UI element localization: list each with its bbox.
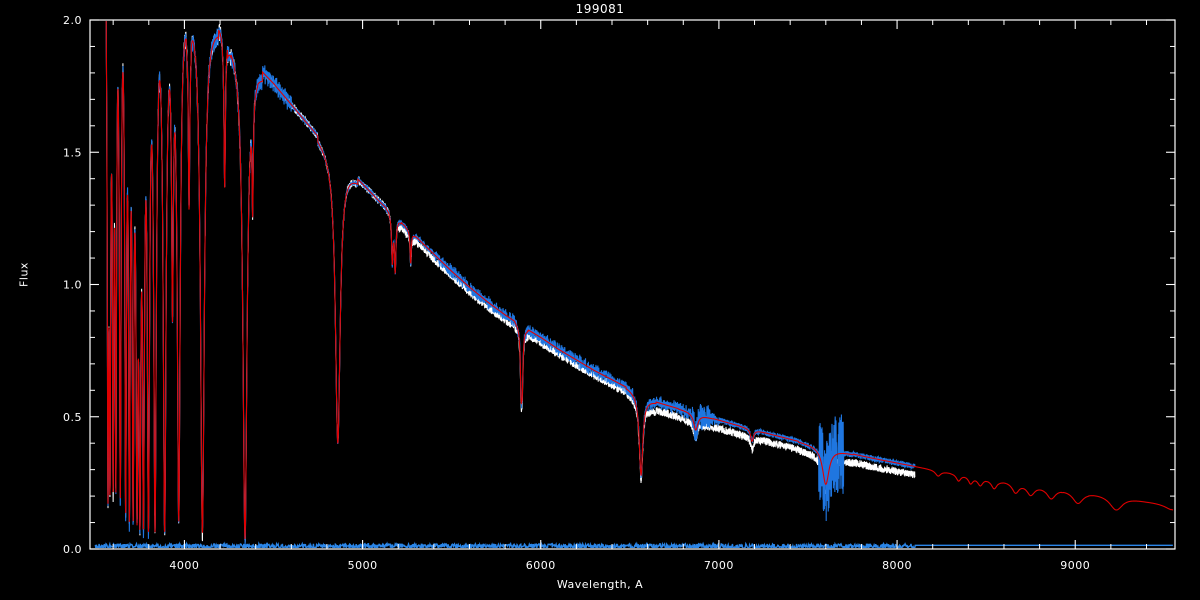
plot-frame <box>89 19 1176 550</box>
y-tick-label: 2.0 <box>63 14 82 27</box>
x-axis-label: Wavelength, A <box>556 578 644 591</box>
y-axis-label: Flux <box>17 262 31 287</box>
y-tick-label: 1.5 <box>63 146 82 159</box>
series-model-blue <box>105 21 916 546</box>
data-series-layer <box>94 21 1174 548</box>
x-tick-label: 4000 <box>169 559 199 572</box>
x-tick-label: 9000 <box>1060 559 1090 572</box>
axis-ticks <box>90 19 1175 550</box>
y-tick-label: 0.5 <box>63 411 82 424</box>
x-tick-label: 8000 <box>882 559 912 572</box>
x-tick-label: 6000 <box>526 559 556 572</box>
page-title: 199081 <box>575 2 625 16</box>
y-tick-label: 0.0 <box>63 543 82 556</box>
x-tick-label: 7000 <box>704 559 734 572</box>
x-tick-label: 5000 <box>348 559 378 572</box>
series-model-red <box>105 21 1174 540</box>
axis-tick-labels: 4000 5000 6000 7000 8000 9000 0.0 0.5 1.0 1.5 2.0 <box>63 14 1090 572</box>
y-tick-label: 1.0 <box>63 279 82 292</box>
series-observed-white <box>105 21 916 543</box>
series-residual <box>94 541 1173 548</box>
